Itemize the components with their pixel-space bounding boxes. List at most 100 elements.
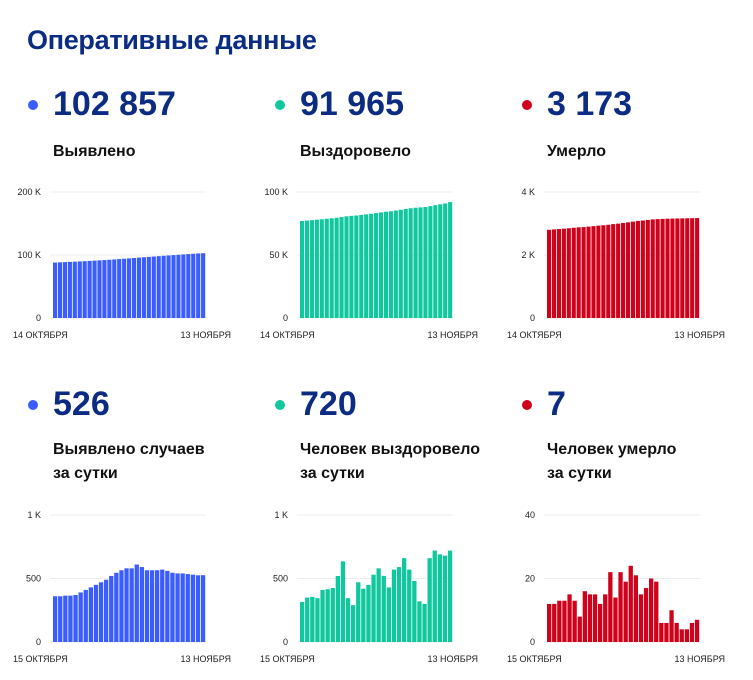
bar <box>134 564 139 642</box>
stat-label-line1: Человек умерло <box>547 441 677 458</box>
bar <box>361 588 366 642</box>
bar <box>195 575 201 642</box>
bar <box>136 257 142 318</box>
bar <box>551 229 557 318</box>
bar <box>402 558 407 642</box>
bar <box>680 218 685 318</box>
bar <box>73 595 78 642</box>
stat-label-line1: Человек выздоровело <box>300 441 481 458</box>
bar <box>117 259 122 318</box>
bar <box>601 225 606 318</box>
bar <box>398 209 403 318</box>
bar <box>561 228 566 318</box>
bar <box>649 578 654 642</box>
legend-dot-icon <box>28 100 38 110</box>
bar <box>176 254 181 318</box>
bar <box>300 601 305 642</box>
bar <box>422 603 427 642</box>
bar <box>679 629 684 642</box>
bar <box>310 596 315 642</box>
bar <box>581 227 586 318</box>
bar <box>304 220 310 318</box>
bar <box>566 228 571 318</box>
bar <box>694 619 700 642</box>
bar <box>359 214 364 318</box>
bar <box>190 574 195 642</box>
bar <box>591 226 596 318</box>
y-tick-label: 0 <box>530 313 535 323</box>
bar <box>413 207 418 318</box>
bar <box>104 579 109 642</box>
bar <box>552 603 557 642</box>
bar <box>160 569 165 642</box>
y-tick-label: 4 K <box>521 187 535 197</box>
legend-dot-icon <box>28 400 38 410</box>
bar <box>309 220 315 318</box>
bar <box>664 622 669 642</box>
bar-chart: 0 50 K 100 K 14 ОКТЯБРЯ 13 НОЯБРЯ <box>260 187 478 340</box>
bar <box>393 210 398 318</box>
stat-label: Выявлено <box>53 140 135 164</box>
bar <box>423 206 428 318</box>
bar <box>428 206 433 318</box>
bar <box>53 596 58 642</box>
stat-label-line2: за сутки <box>53 465 118 482</box>
bar <box>689 622 695 642</box>
bar <box>388 211 393 318</box>
bar <box>650 219 655 318</box>
page-title: Оперативные данные <box>27 25 317 55</box>
bar <box>586 226 591 318</box>
y-tick-label: 100 K <box>17 250 41 260</box>
bar <box>92 260 97 318</box>
bar <box>57 262 63 318</box>
stat-label-line1: Выявлено случаев <box>53 441 205 458</box>
bar <box>571 227 576 318</box>
bar <box>557 600 562 642</box>
bar <box>391 569 397 642</box>
bar <box>438 204 443 318</box>
bar <box>572 600 577 642</box>
bar <box>643 588 649 642</box>
stat-value: 720 <box>300 385 357 423</box>
x-start-label: 14 ОКТЯБРЯ <box>260 330 315 340</box>
bar <box>616 223 621 318</box>
x-start-label: 15 ОКТЯБРЯ <box>13 654 68 664</box>
bar <box>82 261 87 318</box>
bar <box>102 260 107 318</box>
bar <box>443 203 448 318</box>
bar <box>305 597 310 642</box>
bar <box>418 207 423 318</box>
x-start-label: 15 ОКТЯБРЯ <box>507 654 562 664</box>
bar <box>107 259 112 318</box>
bar <box>67 261 72 318</box>
bar <box>582 591 587 642</box>
bar <box>112 259 117 318</box>
bar <box>576 227 581 318</box>
bar <box>319 219 324 318</box>
bar <box>151 256 156 318</box>
bar <box>139 567 144 642</box>
bar <box>381 575 386 642</box>
bar <box>695 218 700 318</box>
bar <box>547 229 552 318</box>
bar <box>364 214 369 318</box>
bar <box>191 253 196 318</box>
bar <box>396 567 402 642</box>
y-tick-label: 100 K <box>264 187 288 197</box>
bar <box>354 215 359 318</box>
bar <box>201 253 206 318</box>
bar <box>596 225 601 318</box>
stat-label-line1: Выявлено <box>53 143 136 160</box>
bar <box>62 262 68 318</box>
stat-label: Человек выздоровело за сутки <box>300 438 480 486</box>
bar <box>88 587 93 642</box>
bar <box>300 220 305 318</box>
bar <box>196 253 201 318</box>
stat-label-line1: Выздоровело <box>300 143 411 160</box>
bar <box>623 581 628 642</box>
x-start-label: 15 ОКТЯБРЯ <box>260 654 315 664</box>
bar-chart: 0 100 K 200 K 14 ОКТЯБРЯ 13 НОЯБРЯ <box>13 187 231 340</box>
bar <box>98 582 104 642</box>
bar <box>119 570 124 642</box>
bar <box>645 219 650 318</box>
